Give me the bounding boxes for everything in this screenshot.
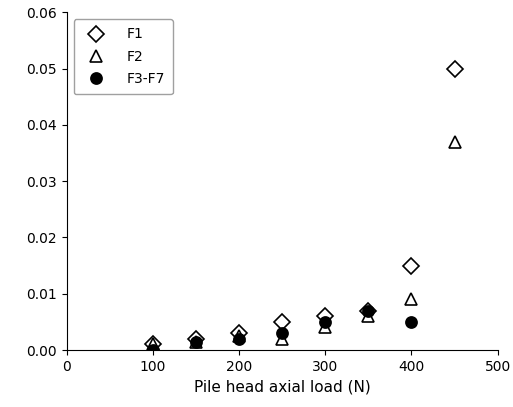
X-axis label: Pile head axial load (N): Pile head axial load (N) — [194, 379, 370, 394]
Legend: F1, F2, F3-F7: F1, F2, F3-F7 — [74, 19, 173, 94]
